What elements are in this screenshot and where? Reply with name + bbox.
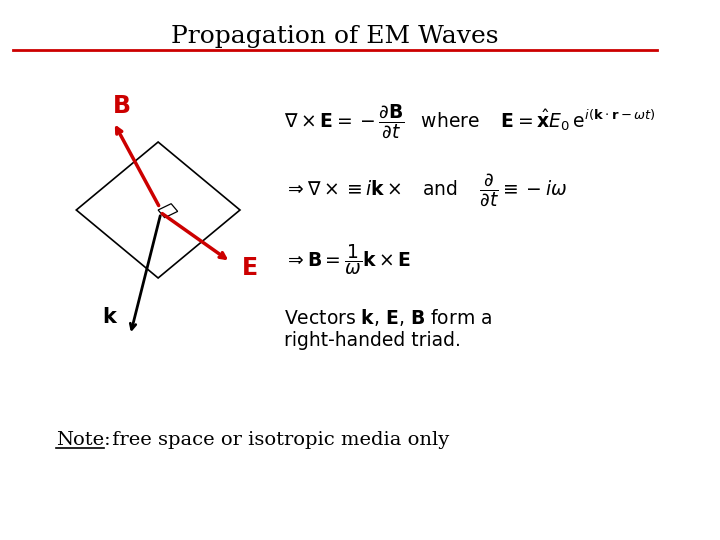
Text: free space or isotropic media only: free space or isotropic media only [106, 431, 449, 449]
Text: right-handed triad.: right-handed triad. [284, 330, 461, 349]
Text: Note:: Note: [56, 431, 110, 449]
Text: Vectors $\mathbf{k}$, $\mathbf{E}$, $\mathbf{B}$ form a: Vectors $\mathbf{k}$, $\mathbf{E}$, $\ma… [284, 307, 492, 328]
Text: $\mathbf{k}$: $\mathbf{k}$ [102, 307, 118, 327]
Text: Propagation of EM Waves: Propagation of EM Waves [171, 25, 499, 48]
Text: $\Rightarrow \mathbf{B} = \dfrac{1}{\omega}\mathbf{k} \times \mathbf{E}$: $\Rightarrow \mathbf{B} = \dfrac{1}{\ome… [284, 242, 411, 278]
Text: $\mathbf{B}$: $\mathbf{B}$ [112, 94, 130, 118]
Text: $\mathbf{E}$: $\mathbf{E}$ [241, 256, 258, 280]
Text: $\nabla \times \mathbf{E} = -\dfrac{\partial \mathbf{B}}{\partial t}$$\;\;$ wher: $\nabla \times \mathbf{E} = -\dfrac{\par… [284, 103, 656, 141]
Text: $\Rightarrow \nabla \times \equiv i\mathbf{k} \times$$\;\;$ and $\;\;$ $\dfrac{\: $\Rightarrow \nabla \times \equiv i\math… [284, 171, 567, 208]
